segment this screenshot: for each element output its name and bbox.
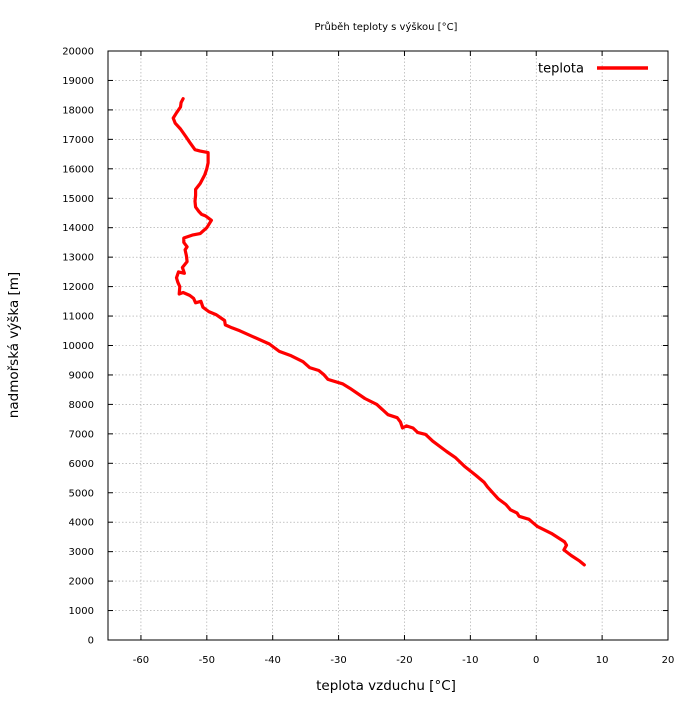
y-tick-label: 3000 <box>69 547 94 558</box>
y-tick-label: 20000 <box>62 47 94 58</box>
y-tick-label: 7000 <box>69 429 94 440</box>
y-tick-label: 4000 <box>69 518 94 529</box>
y-tick-label: 10000 <box>62 341 94 352</box>
y-tick-label: 8000 <box>69 400 94 411</box>
y-tick-label: 13000 <box>62 253 94 264</box>
x-tick-label: -60 <box>133 655 149 666</box>
x-tick-label: 0 <box>533 655 539 666</box>
x-tick-label: 10 <box>596 655 609 666</box>
y-tick-label: 6000 <box>69 459 94 470</box>
x-tick-label: -20 <box>396 655 412 666</box>
y-tick-label: 9000 <box>69 370 94 381</box>
x-tick-label: -40 <box>265 655 281 666</box>
y-tick-label: 19000 <box>62 76 94 87</box>
y-tick-label: 1000 <box>69 606 94 617</box>
x-tick-label: -10 <box>462 655 478 666</box>
legend-label: teplota <box>538 62 584 77</box>
y-axis-label: nadmořská výška [m] <box>6 272 22 418</box>
chart-title: Průběh teploty s výškou [°C] <box>315 21 458 33</box>
y-tick-label: 12000 <box>62 282 94 293</box>
legend: teplota <box>538 62 648 77</box>
y-tick-label: 17000 <box>62 135 94 146</box>
y-tick-label: 5000 <box>69 488 94 499</box>
y-tick-label: 15000 <box>62 194 94 205</box>
x-tick-label: -30 <box>330 655 346 666</box>
grid-lines <box>108 51 668 640</box>
y-tick-label: 11000 <box>62 312 94 323</box>
y-tick-label: 0 <box>88 636 94 647</box>
y-tick-label: 2000 <box>69 577 94 588</box>
x-tick-label: 20 <box>662 655 675 666</box>
x-tick-label: -50 <box>199 655 215 666</box>
y-tick-label: 16000 <box>62 164 94 175</box>
x-axis-label: teplota vzduchu [°C] <box>316 678 456 694</box>
y-tick-label: 18000 <box>62 105 94 116</box>
y-tick-label: 14000 <box>62 223 94 234</box>
